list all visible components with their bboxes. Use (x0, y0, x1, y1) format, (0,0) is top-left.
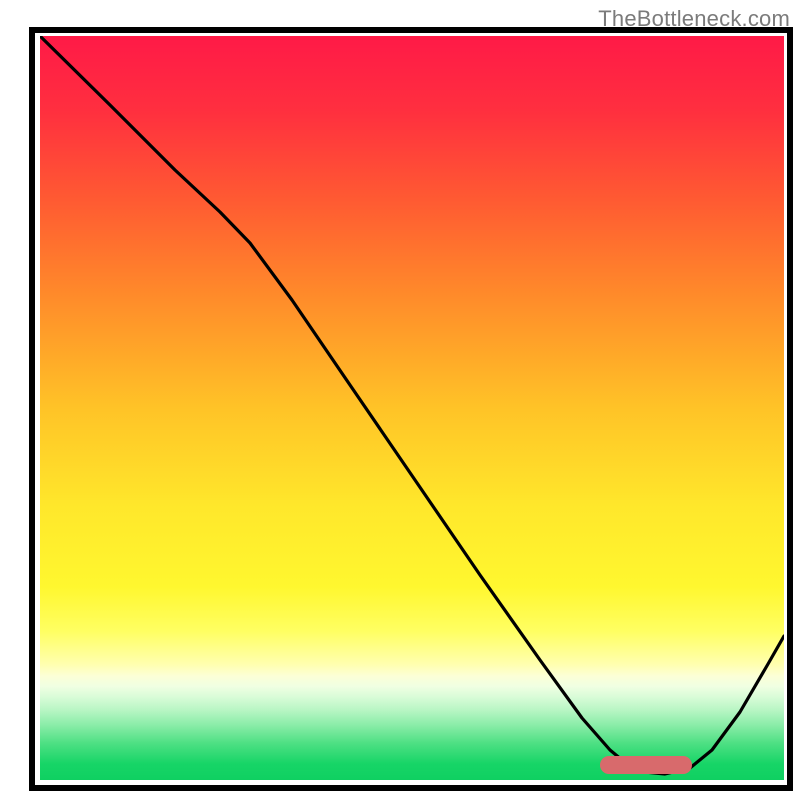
chart-stage: TheBottleneck.com (0, 0, 800, 800)
optimal-range-marker (600, 756, 692, 774)
watermark-text: TheBottleneck.com (598, 6, 790, 32)
bottleneck-chart (0, 0, 800, 800)
